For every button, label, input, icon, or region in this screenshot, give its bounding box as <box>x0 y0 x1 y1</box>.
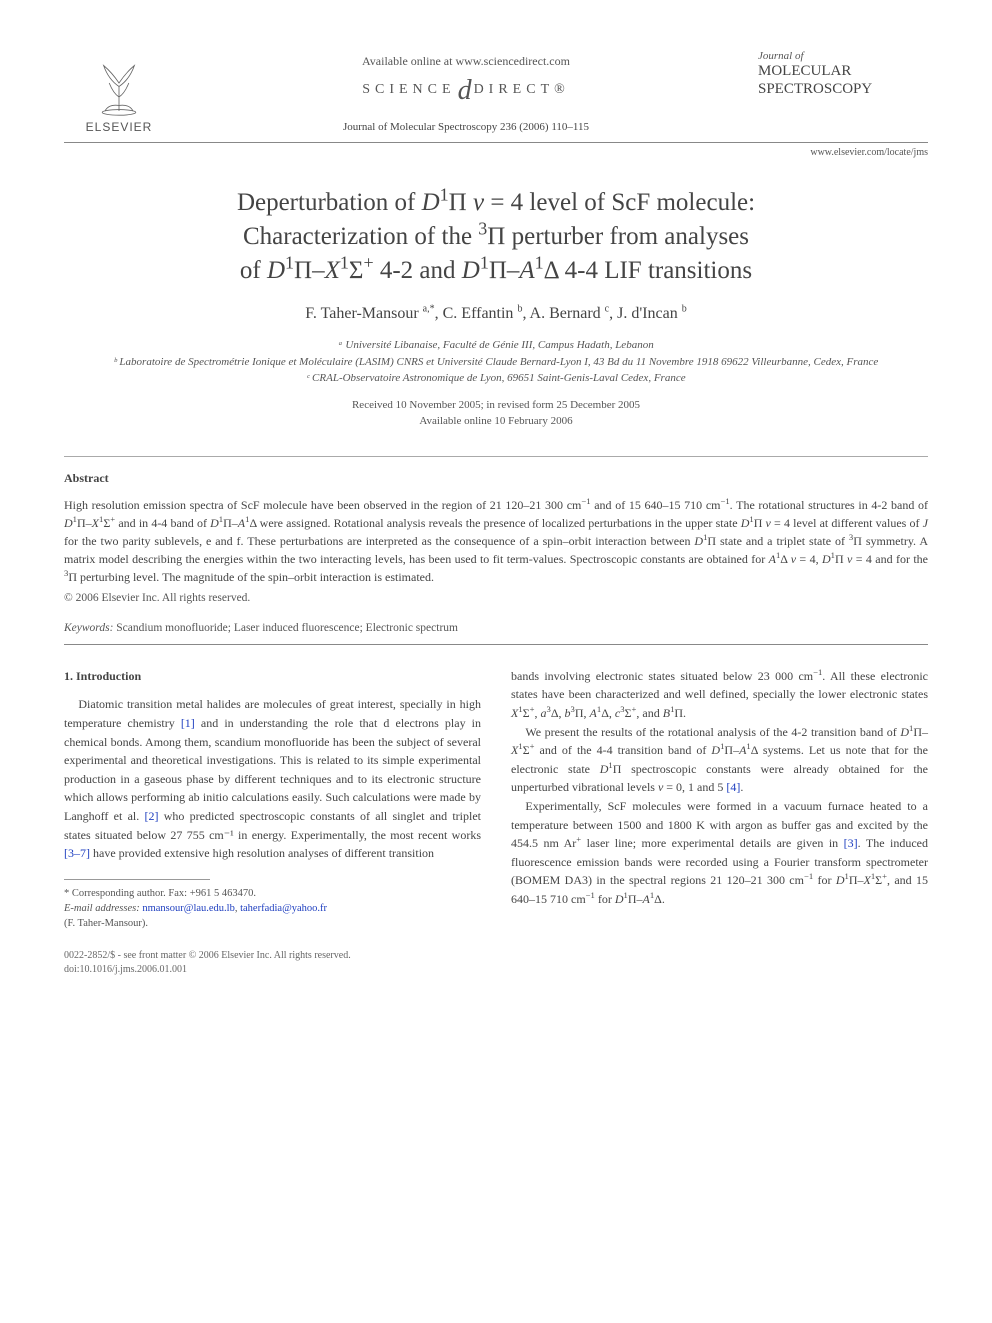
title-line-3: of D1Π–X1Σ+ 4-2 and D1Π–A1Δ 4-4 LIF tran… <box>240 257 752 284</box>
affiliation-a: ᵃ Université Libanaise, Faculté de Génie… <box>64 337 928 354</box>
footnote-separator <box>64 879 210 880</box>
abstract-body: High resolution emission spectra of ScF … <box>64 496 928 586</box>
journal-title-block: Journal of MOLECULAR SPECTROSCOPY <box>758 48 928 99</box>
footnote-name: (F. Taher-Mansour). <box>64 916 481 931</box>
title-line-1: Deperturbation of D1Π v = 4 level of ScF… <box>237 189 755 216</box>
doi-line: doi:10.1016/j.jms.2006.01.001 <box>64 963 928 977</box>
received-date: Received 10 November 2005; in revised fo… <box>64 397 928 414</box>
ref-1[interactable]: [1] <box>181 716 195 730</box>
header-rule <box>64 142 928 143</box>
sd-at-icon: d <box>458 75 472 106</box>
left-column: 1. Introduction Diatomic transition meta… <box>64 667 481 932</box>
right-column: bands involving electronic states situat… <box>511 667 928 932</box>
article-title: Deperturbation of D1Π v = 4 level of ScF… <box>64 186 928 287</box>
footnotes: * Corresponding author. Fax: +961 5 4634… <box>64 886 481 932</box>
corresponding-author: * Corresponding author. Fax: +961 5 4634… <box>64 886 481 901</box>
abstract-copyright: © 2006 Elsevier Inc. All rights reserved… <box>64 592 928 604</box>
intro-heading: 1. Introduction <box>64 667 481 686</box>
front-matter-line: 0022-2852/$ - see front matter © 2006 El… <box>64 949 928 963</box>
ref-3[interactable]: [3] <box>844 836 858 850</box>
abstract-heading: Abstract <box>64 471 928 486</box>
ref-2[interactable]: [2] <box>145 809 159 823</box>
header-row: ELSEVIER Available online at www.science… <box>64 48 928 134</box>
sd-word2: DIRECT® <box>474 82 570 97</box>
available-online-text: Available online at www.sciencedirect.co… <box>174 54 758 69</box>
email-2[interactable]: taherfadia@yahoo.fr <box>240 903 327 914</box>
center-header: Available online at www.sciencedirect.co… <box>174 48 758 133</box>
footer-meta: 0022-2852/$ - see front matter © 2006 El… <box>64 949 928 977</box>
sciencedirect-logo: SCIENCEdDIRECT® <box>174 75 758 107</box>
keywords-label: Keywords: <box>64 622 113 634</box>
journal-reference: Journal of Molecular Spectroscopy 236 (2… <box>174 121 758 133</box>
intro-para-3: We present the results of the rotational… <box>511 723 928 797</box>
abstract-top-rule <box>64 456 928 457</box>
journal-of-label: Journal of <box>758 50 928 62</box>
keywords-line: Keywords: Scandium monofluoride; Laser i… <box>64 622 928 634</box>
ref-4[interactable]: [4] <box>726 780 740 794</box>
keywords-text: Scandium monofluoride; Laser induced flu… <box>113 622 458 634</box>
author-list: F. Taher-Mansour a,*, C. Effantin b, A. … <box>64 305 928 323</box>
body-columns: 1. Introduction Diatomic transition meta… <box>64 667 928 932</box>
email-line: E-mail addresses: nmansour@lau.edu.lb, t… <box>64 901 481 916</box>
title-line-2: Characterization of the 3Π perturber fro… <box>243 223 749 250</box>
ref-3-7[interactable]: [3–7] <box>64 846 90 860</box>
journal-url: www.elsevier.com/locate/jms <box>64 147 928 158</box>
intro-para-2: bands involving electronic states situat… <box>511 667 928 723</box>
page: ELSEVIER Available online at www.science… <box>0 0 992 1017</box>
journal-name-1: MOLECULAR <box>758 63 928 80</box>
article-dates: Received 10 November 2005; in revised fo… <box>64 397 928 430</box>
intro-para-4: Experimentally, ScF molecules were forme… <box>511 797 928 909</box>
email-1[interactable]: nmansour@lau.edu.lb <box>142 903 235 914</box>
sd-word1: SCIENCE <box>362 82 455 97</box>
affiliation-c: ᶜ CRAL-Observatoire Astronomique de Lyon… <box>64 370 928 387</box>
journal-name-2: SPECTROSCOPY <box>758 81 928 98</box>
publisher-logo-block: ELSEVIER <box>64 48 174 134</box>
keywords-rule <box>64 644 928 645</box>
publisher-name: ELSEVIER <box>64 120 174 134</box>
elsevier-tree-icon <box>84 48 154 118</box>
affiliation-b: ᵇ Laboratoire de Spectrométrie Ionique e… <box>64 354 928 371</box>
intro-para-1: Diatomic transition metal halides are mo… <box>64 695 481 862</box>
affiliations: ᵃ Université Libanaise, Faculté de Génie… <box>64 337 928 387</box>
email-label: E-mail addresses: <box>64 903 140 914</box>
online-date: Available online 10 February 2006 <box>64 413 928 430</box>
